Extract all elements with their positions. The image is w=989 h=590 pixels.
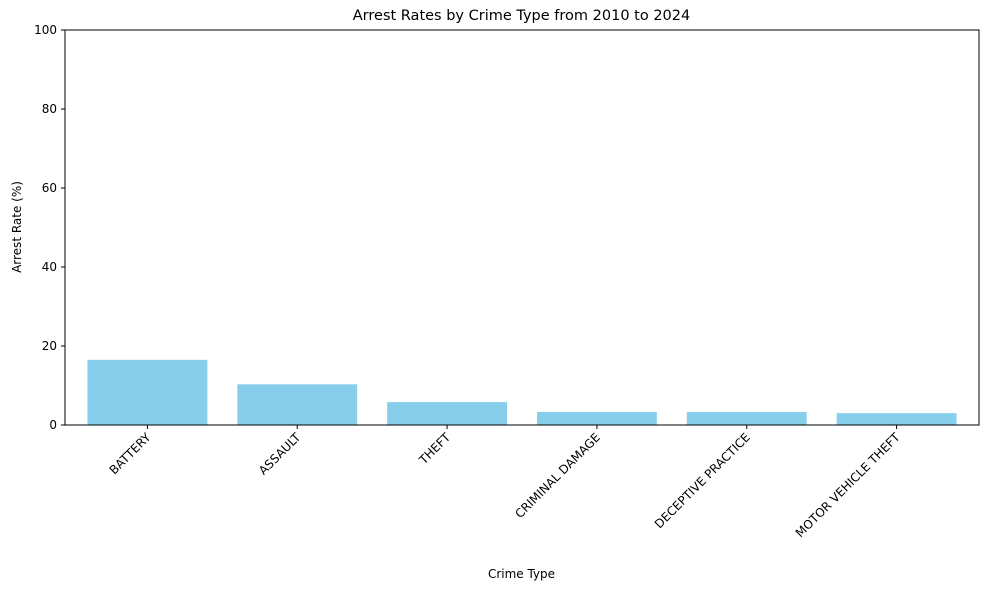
y-tick-label: 100 (34, 23, 57, 37)
x-tick-label: MOTOR VEHICLE THEFT (793, 430, 903, 540)
bar-motor-vehicle-theft (836, 413, 957, 425)
y-tick-label: 0 (49, 418, 57, 432)
y-tick-label: 60 (42, 181, 57, 195)
y-tick-label: 80 (42, 102, 57, 116)
x-tick-label: ASSAULT (256, 430, 304, 478)
bars-group (87, 359, 957, 425)
plot-frame (64, 29, 980, 426)
x-axis-ticks: BATTERY ASSAULT THEFT CRIMINAL DAMAGE DECEPT… (107, 425, 903, 540)
x-tick-label: THEFT (416, 430, 454, 468)
bar-criminal-damage (536, 411, 657, 425)
chart-title: Arrest Rates by Crime Type from 2010 to … (353, 8, 690, 24)
bar-theft (387, 402, 508, 425)
y-tick-label: 20 (42, 339, 57, 353)
y-tick-label: 40 (42, 260, 57, 274)
bar-assault (237, 384, 358, 425)
x-tick-label: BATTERY (107, 430, 154, 477)
y-axis-ticks: 0 20 40 60 80 100 (34, 23, 65, 432)
y-axis-label: Arrest Rate (%) (10, 181, 24, 273)
bar-battery (87, 359, 208, 425)
x-tick-label: CRIMINAL DAMAGE (512, 430, 603, 521)
x-axis-label: Crime Type (488, 567, 555, 581)
x-tick-label: DECEPTIVE PRACTICE (652, 430, 753, 531)
bar-deceptive-practice (686, 411, 807, 425)
